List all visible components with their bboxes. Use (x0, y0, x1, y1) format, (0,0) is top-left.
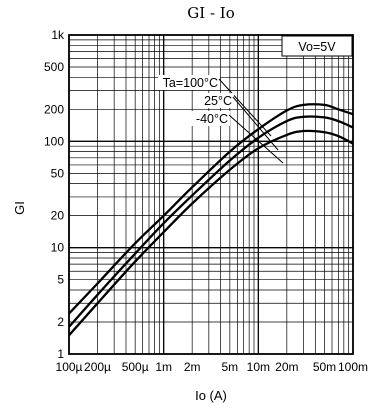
y-tick-label: 1k (51, 28, 65, 42)
x-tick-label: 200µ (84, 360, 111, 374)
y-axis-ticks: 1 2 5 10 20 50 100 200 500 1k (44, 28, 65, 361)
series-leader-line (228, 114, 284, 164)
condition-box: Vo=5V (281, 35, 353, 57)
chart-title: GI - Io (187, 4, 234, 22)
curve-annotations: Ta=100°C 25°C -40°C (158, 75, 284, 164)
y-tick-label: 1 (57, 347, 64, 361)
y-tick-label: 20 (51, 209, 65, 223)
x-tick-label: 20m (275, 360, 298, 374)
y-tick-label: 50 (51, 166, 65, 180)
series-label: Ta=100°C (163, 76, 218, 90)
y-tick-label: 200 (44, 102, 64, 116)
y-tick-label: 500 (44, 60, 64, 74)
x-axis-ticks: 100µ 200µ 500µ 1m 2m 5m 10m 20m 50m 100m (56, 360, 368, 374)
series-label: 25°C (204, 94, 232, 108)
series-label: -40°C (196, 112, 228, 126)
series-label-bg (158, 75, 220, 90)
series-line (68, 129, 354, 337)
x-tick-label: 1m (155, 360, 172, 374)
x-tick-label: 10m (247, 360, 270, 374)
condition-label: Vo=5V (298, 40, 336, 54)
y-axis-label: GI (12, 201, 27, 215)
x-tick-label: 50m (313, 360, 336, 374)
plot-frame (68, 34, 354, 355)
plot-curves (68, 103, 354, 337)
series-label-bg (189, 111, 230, 126)
y-tick-label: 100 (44, 134, 64, 148)
x-tick-label: 500µ (122, 360, 149, 374)
series-leader-line (232, 96, 279, 151)
x-tick-label: 100m (338, 360, 368, 374)
y-tick-label: 5 (57, 273, 64, 287)
series-leader-line (218, 78, 272, 137)
x-tick-label: 2m (184, 360, 201, 374)
condition-box-frame (281, 35, 353, 57)
x-tick-label: 100µ (56, 360, 83, 374)
x-axis-label: Io (A) (195, 388, 227, 403)
series-label-bg (200, 93, 234, 108)
x-tick-label: 5m (221, 360, 238, 374)
series-line (68, 103, 354, 315)
y-tick-label: 2 (57, 315, 64, 329)
series-line (68, 115, 354, 328)
y-tick-label: 10 (51, 241, 65, 255)
